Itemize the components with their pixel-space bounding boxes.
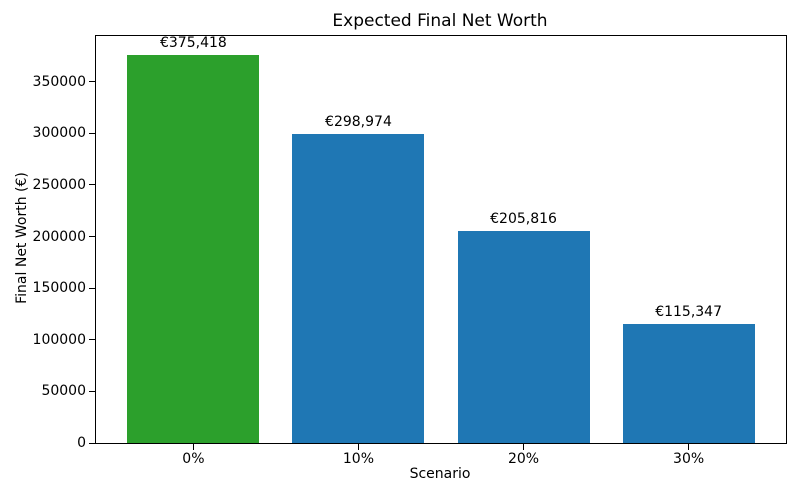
bar <box>292 134 425 443</box>
x-tick-mark <box>523 444 525 450</box>
bar <box>127 55 260 443</box>
y-tick-mark <box>89 236 95 237</box>
y-tick-label: 350000 <box>32 73 86 90</box>
bar-value-label: €115,347 <box>655 303 722 320</box>
y-tick-label: 150000 <box>32 280 86 297</box>
bar-value-label: €298,974 <box>325 114 392 131</box>
x-axis-label: Scenario <box>409 466 471 482</box>
y-tick-mark <box>89 339 95 341</box>
bar <box>457 230 590 443</box>
x-tick-label: 0% <box>182 451 205 467</box>
bar-value-label: €375,418 <box>159 35 227 52</box>
y-tick-mark <box>89 81 95 83</box>
y-tick-mark <box>89 184 95 186</box>
y-tick-mark <box>89 132 95 134</box>
x-tick-label: 10% <box>342 451 375 467</box>
y-tick-label: 250000 <box>32 176 86 193</box>
x-tick-label: 30% <box>673 451 705 467</box>
x-tick-label: 20% <box>507 451 540 467</box>
bar <box>622 323 755 443</box>
x-tick-mark <box>357 444 359 450</box>
bar-value-label: €205,816 <box>490 210 557 227</box>
y-axis-label: Final Net Worth (€) <box>14 172 30 304</box>
y-tick-label: 300000 <box>32 125 86 142</box>
y-tick-mark <box>89 442 95 444</box>
y-tick-label: 200000 <box>32 228 86 245</box>
y-tick-mark <box>89 390 95 392</box>
x-tick-mark <box>688 444 690 450</box>
plot-area: 0 50000 100000 150000 200000 250000 300000 3500… <box>33 35 787 467</box>
y-tick-label: 0 <box>77 435 86 451</box>
y-tick-label: 100000 <box>32 331 86 348</box>
y-tick-label: 50000 <box>41 383 86 400</box>
x-tick-mark <box>192 444 194 450</box>
chart-title: Expected Final Net Worth <box>332 11 548 31</box>
y-tick-mark <box>89 287 95 289</box>
